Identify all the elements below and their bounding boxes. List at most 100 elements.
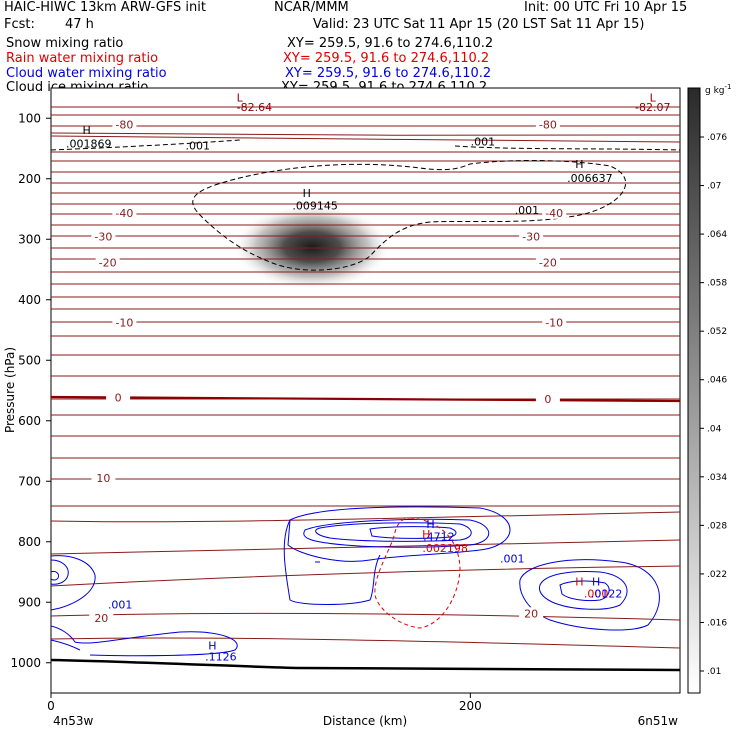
contour-annotation: .009145 [292,200,338,213]
temperature-label: 20 [94,612,108,625]
colorbar-tick-label: .028 [707,521,727,531]
temperature-label: -10 [545,316,563,329]
temperature-label-bg [535,118,560,131]
contour-annotation: .006637 [567,172,613,185]
rain-water-contour [374,517,461,629]
temperature-label: -10 [115,316,133,329]
colorbar-tick-label: .052 [707,327,727,337]
temperature-label: -80 [115,119,133,132]
y-tick-label: 200 [18,172,41,186]
contour-annotations: L-82.64L-82.07H.001869.001.001H.006637H.… [66,91,670,663]
temperature-label-bg [519,607,544,620]
temperature-label-bg [112,206,137,219]
x-tick-label: 200 [459,699,482,713]
colorbar-tick-label: .04 [707,424,722,434]
colorbar-tick-label: .01 [707,667,721,677]
contour-annotation: .000 [584,587,609,600]
forecast-label: Fcst: [4,17,35,32]
temperature-label-bg [112,118,137,131]
contour-annotation: H [575,158,583,171]
colorbar-tick-label: .076 [707,133,727,143]
y-tick-label: 900 [18,595,41,609]
contour-annotation: H [83,124,91,137]
y-tick-label: 100 [18,111,41,125]
temperature-label-bg [542,206,567,219]
colorbar-unit: g kg-1 [705,83,731,96]
field-xy-snow: XY= 259.5, 91.6 to 274.6,110.2 [287,36,494,51]
forecast-hour: 47 h [65,17,94,32]
y-tick-label: 600 [18,414,41,428]
x-axis: 0 200 [47,693,482,713]
contour-annotation: .001 [186,140,211,153]
colorbar-tick-label: .016 [707,618,727,628]
temperature-label-bg [542,316,567,329]
temperature-label-bg [112,316,137,329]
contour-annotation: H [303,187,311,200]
temperature-label-bg [535,393,560,406]
contour-annotation: .1126 [205,650,237,663]
temperature-label: -80 [539,119,557,132]
contour-annotation: H [422,528,430,541]
temperature-label: -20 [99,256,117,269]
ground-surface-line [50,658,681,672]
temperature-label-bg [95,256,120,269]
temperature-label: -20 [539,256,557,269]
contour-annotation: .001 [500,552,525,565]
contour-annotation: -82.07 [635,101,670,114]
temperature-label-bg [89,612,114,625]
temperature-label: -30 [522,230,540,243]
field-label-rain: Rain water mixing ratio [6,51,159,66]
temperature-label-bg [91,230,116,243]
colorbar-tick-label: .058 [707,279,727,289]
contour-annotation: L [650,91,657,104]
contour-annotation: H [575,575,583,588]
field-xy-rain: XY= 259.5, 91.6 to 274.6,110.2 [283,51,490,66]
field-label-cloud-water: Cloud water mixing ratio [6,66,167,81]
y-tick-label: 1000 [10,656,41,670]
colorbar-tick-label: .022 [707,570,727,580]
y-tick-label: 800 [18,535,41,549]
snow-mixing-shading [232,204,392,290]
temperature-label-bg [535,256,560,269]
y-axis: 100 200 300 400 500 600 700 800 900 1000 [10,111,51,670]
y-tick-label: 300 [18,232,41,246]
contour-annotation: .001869 [66,137,112,150]
colorbar-ticks: .076 .07 .064 .058 .052 .046 .04 .034 .028 .022 .0… [700,133,727,677]
y-axis-label: Pressure (hPa) [3,347,17,433]
colorbar-tick-label: .034 [707,473,727,483]
colorbar [687,87,701,694]
temperature-label: 0 [544,393,551,406]
x-axis-label: Distance (km) [323,714,407,728]
plot-frame [50,87,681,694]
contour-annotation: .001 [108,598,133,611]
organization-label: NCAR/MMM [274,0,349,15]
cloud-ice-contours [50,139,681,271]
contour-annotation: .002198 [422,542,468,555]
contour-annotation: .001 [515,204,540,217]
temperature-label: 0 [115,391,122,404]
cloud-water-contours [50,506,660,657]
temperature-label: -40 [115,207,133,220]
y-tick-label: 400 [18,293,41,307]
contour-annotation: .0122 [591,587,623,600]
temperature-label: 10 [96,472,110,485]
temperature-label-bg [106,391,131,404]
colorbar-tick-label: .046 [707,376,727,386]
contour-annotation: H [208,639,216,652]
field-label-snow: Snow mixing ratio [6,36,124,51]
contour-annotation: -82.64 [237,101,272,114]
field-xy-cloud-water: XY= 259.5, 91.6 to 274.6,110.2 [285,66,492,81]
contour-annotation: H [426,518,434,531]
contour-annotation: H [592,575,600,588]
y-tick-label: 500 [18,353,41,367]
init-time: Init: 00 UTC Fri 10 Apr 15 [524,0,688,15]
contour-annotation: L [237,91,244,104]
y-tick-label: 700 [18,474,41,488]
x-end-location: 6n51w [638,714,679,728]
model-title: HAIC-HIWC 13km ARW-GFS init [4,0,206,15]
colorbar-tick-label: .07 [707,182,721,192]
temperature-label: -40 [545,207,563,220]
x-tick-label: 0 [47,699,55,713]
colorbar-tick-label: .064 [707,230,727,240]
